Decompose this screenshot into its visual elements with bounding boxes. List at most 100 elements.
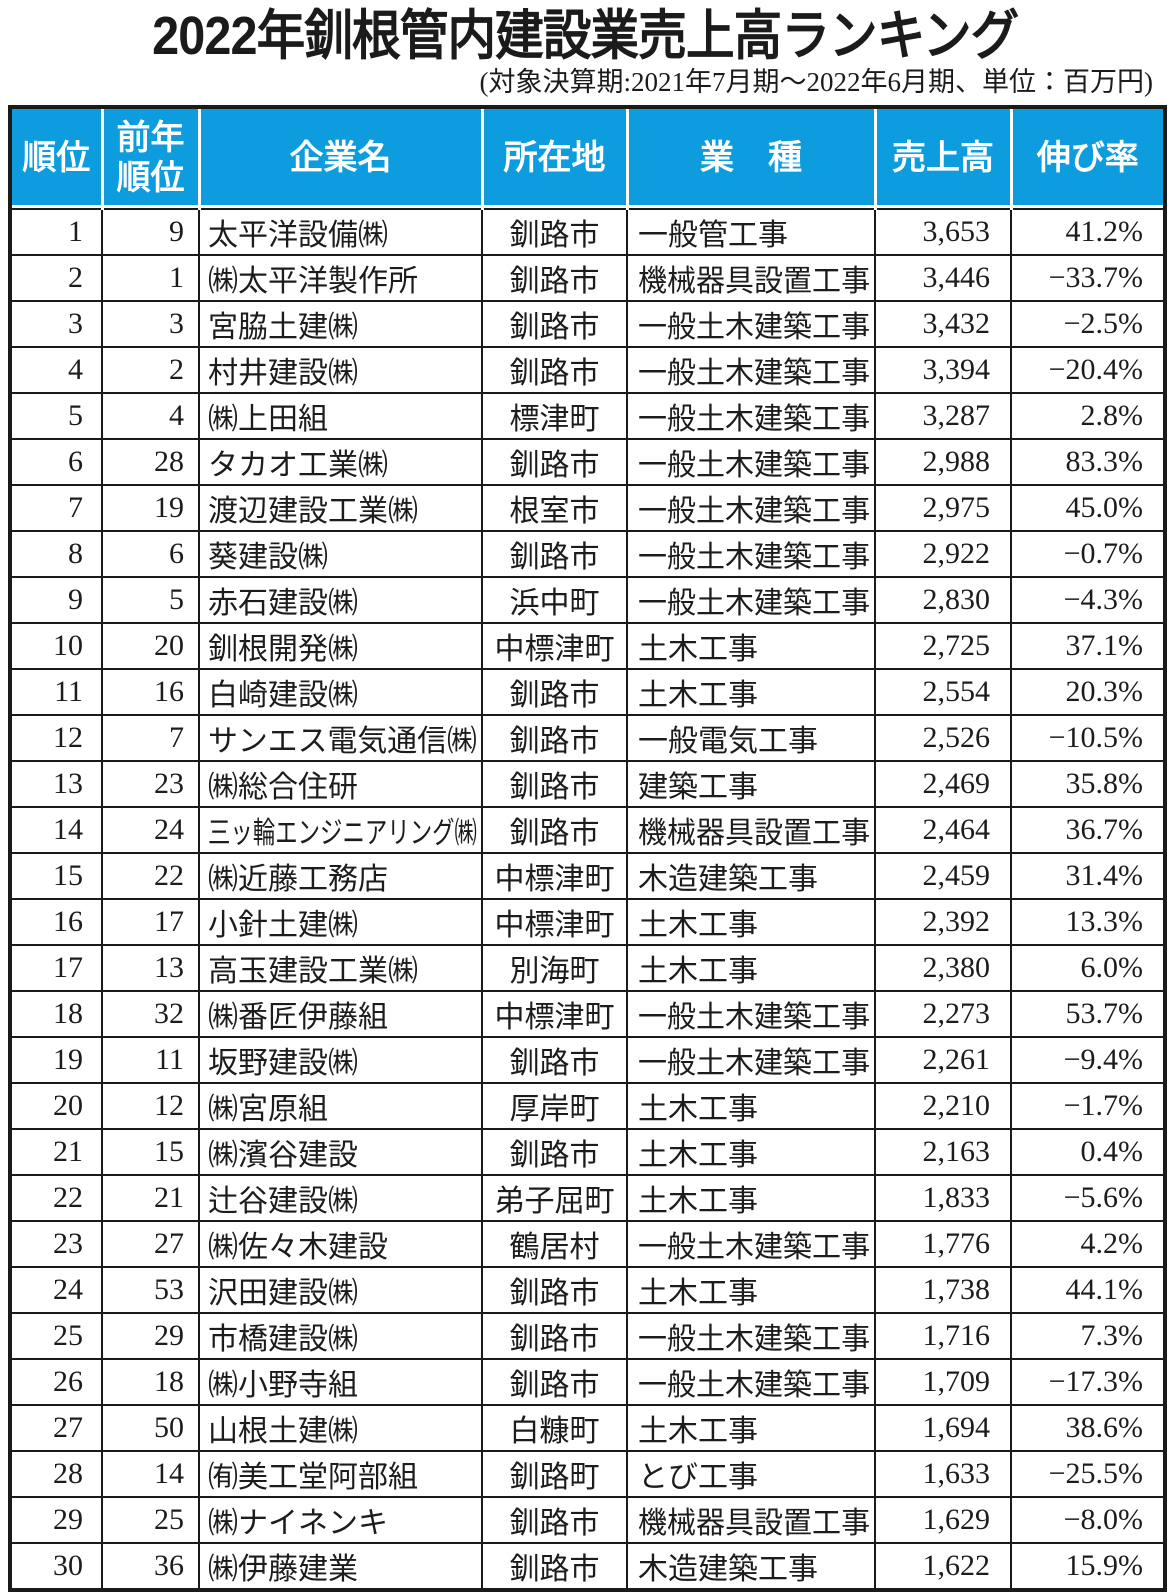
company-cell: ㈱番匠伊藤組 <box>198 989 483 1038</box>
location-cell: 白糠町 <box>481 1403 628 1452</box>
location-cell: 釧路市 <box>481 253 628 302</box>
prev-rank-cell: 32 <box>101 989 200 1038</box>
company-cell: 辻谷建設㈱ <box>198 1173 483 1222</box>
prev-rank-cell: 17 <box>101 897 200 946</box>
location-cell: 釧路市 <box>481 1311 628 1360</box>
rank-cell: 25 <box>9 1311 103 1360</box>
rank-cell: 9 <box>9 575 103 624</box>
rank-cell: 26 <box>9 1357 103 1406</box>
location-cell: 根室市 <box>481 483 628 532</box>
industry-cell: 機械器具設置工事 <box>626 805 876 854</box>
industry-cell: 一般土木建築工事 <box>626 345 876 394</box>
table-row: 10 20 釧根開発㈱ 中標津町 土木工事 2,725 37.1% <box>9 621 1166 670</box>
rank-cell: 1 <box>9 207 103 256</box>
company-cell: タカオ工業㈱ <box>198 437 483 486</box>
sales-cell: 2,261 <box>874 1035 1012 1084</box>
prev-rank-cell: 13 <box>101 943 200 992</box>
company-cell: 山根土建㈱ <box>198 1403 483 1452</box>
company-cell: ㈱宮原組 <box>198 1081 483 1130</box>
sales-cell: 1,629 <box>874 1495 1012 1544</box>
prev-rank-cell: 5 <box>101 575 200 624</box>
industry-cell: 土木工事 <box>626 1173 876 1222</box>
industry-cell: 一般土木建築工事 <box>626 1035 876 1084</box>
growth-cell: −1.7% <box>1010 1081 1166 1130</box>
header-industry: 業 種 <box>625 106 875 209</box>
table-row: 1 9 太平洋設備㈱ 釧路市 一般管工事 3,653 41.2% <box>9 207 1166 256</box>
prev-rank-cell: 29 <box>101 1311 200 1360</box>
growth-cell: 13.3% <box>1010 897 1166 946</box>
prev-rank-cell: 23 <box>101 759 200 808</box>
table-row: 11 16 白崎建設㈱ 釧路市 土木工事 2,554 20.3% <box>9 667 1166 716</box>
table-row: 15 22 ㈱近藤工務店 中標津町 木造建築工事 2,459 31.4% <box>9 851 1166 900</box>
company-cell: 市橋建設㈱ <box>198 1311 483 1360</box>
sales-cell: 2,975 <box>874 483 1012 532</box>
industry-cell: 一般土木建築工事 <box>626 391 876 440</box>
location-cell: 釧路市 <box>481 759 628 808</box>
table-row: 19 11 坂野建設㈱ 釧路市 一般土木建築工事 2,261 −9.4% <box>9 1035 1166 1084</box>
location-cell: 釧路市 <box>481 207 628 256</box>
table-row: 13 23 ㈱総合住研 釧路市 建築工事 2,469 35.8% <box>9 759 1166 808</box>
company-cell: 渡辺建設工業㈱ <box>198 483 483 532</box>
growth-cell: 41.2% <box>1010 207 1166 256</box>
sales-cell: 2,830 <box>874 575 1012 624</box>
growth-cell: 83.3% <box>1010 437 1166 486</box>
company-cell: サンエス電気通信㈱ <box>198 713 483 762</box>
table-row: 27 50 山根土建㈱ 白糠町 土木工事 1,694 38.6% <box>9 1403 1166 1452</box>
growth-cell: −10.5% <box>1010 713 1166 762</box>
rank-cell: 22 <box>9 1173 103 1222</box>
industry-cell: 一般土木建築工事 <box>626 989 876 1038</box>
industry-cell: 一般土木建築工事 <box>626 1219 876 1268</box>
location-cell: 釧路市 <box>481 1357 628 1406</box>
table-row: 25 29 市橋建設㈱ 釧路市 一般土木建築工事 1,716 7.3% <box>9 1311 1166 1360</box>
company-cell: 葵建設㈱ <box>198 529 483 578</box>
rank-cell: 16 <box>9 897 103 946</box>
industry-cell: 一般土木建築工事 <box>626 299 876 348</box>
rank-cell: 19 <box>9 1035 103 1084</box>
industry-cell: 土木工事 <box>626 667 876 716</box>
table-row: 22 21 辻谷建設㈱ 弟子屈町 土木工事 1,833 −5.6% <box>9 1173 1166 1222</box>
header-row: 順位 前年順位 企業名 所在地 業 種 売上高 伸び率 <box>10 106 1165 209</box>
company-cell: 赤石建設㈱ <box>198 575 483 624</box>
company-cell: 宮脇土建㈱ <box>198 299 483 348</box>
company-cell: ㈱小野寺組 <box>198 1357 483 1406</box>
industry-cell: 機械器具設置工事 <box>626 1495 876 1544</box>
sales-cell: 3,432 <box>874 299 1012 348</box>
table-row: 30 36 ㈱伊藤建業 釧路市 木造建築工事 1,622 15.9% <box>9 1541 1166 1591</box>
location-cell: 釧路市 <box>481 1035 628 1084</box>
growth-cell: 20.3% <box>1010 667 1166 716</box>
location-cell: 釧路市 <box>481 1541 628 1591</box>
location-cell: 釧路市 <box>481 1265 628 1314</box>
table-row: 24 53 沢田建設㈱ 釧路市 土木工事 1,738 44.1% <box>9 1265 1166 1314</box>
sales-cell: 2,922 <box>874 529 1012 578</box>
rank-cell: 13 <box>9 759 103 808</box>
page-title: 2022年釧根管内建設業売上高ランキング <box>0 6 1171 66</box>
industry-cell: 木造建築工事 <box>626 851 876 900</box>
header-rank: 順位 <box>10 106 102 209</box>
sales-cell: 3,446 <box>874 253 1012 302</box>
sales-cell: 3,287 <box>874 391 1012 440</box>
header-growth: 伸び率 <box>1009 106 1165 209</box>
growth-cell: 36.7% <box>1010 805 1166 854</box>
prev-rank-cell: 16 <box>101 667 200 716</box>
sales-cell: 1,633 <box>874 1449 1012 1498</box>
growth-cell: 53.7% <box>1010 989 1166 1038</box>
page-title-text: 2022年釧根管内建設業売上高ランキング <box>152 6 1019 66</box>
rank-cell: 8 <box>9 529 103 578</box>
industry-cell: 土木工事 <box>626 897 876 946</box>
industry-cell: 土木工事 <box>626 943 876 992</box>
company-cell: 太平洋設備㈱ <box>198 207 483 256</box>
location-cell: 釧路市 <box>481 713 628 762</box>
prev-rank-cell: 15 <box>101 1127 200 1176</box>
sales-cell: 2,380 <box>874 943 1012 992</box>
industry-cell: 一般管工事 <box>626 207 876 256</box>
growth-cell: −8.0% <box>1010 1495 1166 1544</box>
industry-cell: 建築工事 <box>626 759 876 808</box>
sales-cell: 2,459 <box>874 851 1012 900</box>
industry-cell: 土木工事 <box>626 621 876 670</box>
company-cell: 小針土建㈱ <box>198 897 483 946</box>
table-row: 9 5 赤石建設㈱ 浜中町 一般土木建築工事 2,830 −4.3% <box>9 575 1166 624</box>
header-location: 所在地 <box>480 106 627 209</box>
growth-cell: 0.4% <box>1010 1127 1166 1176</box>
growth-cell: −5.6% <box>1010 1173 1166 1222</box>
prev-rank-cell: 2 <box>101 345 200 394</box>
